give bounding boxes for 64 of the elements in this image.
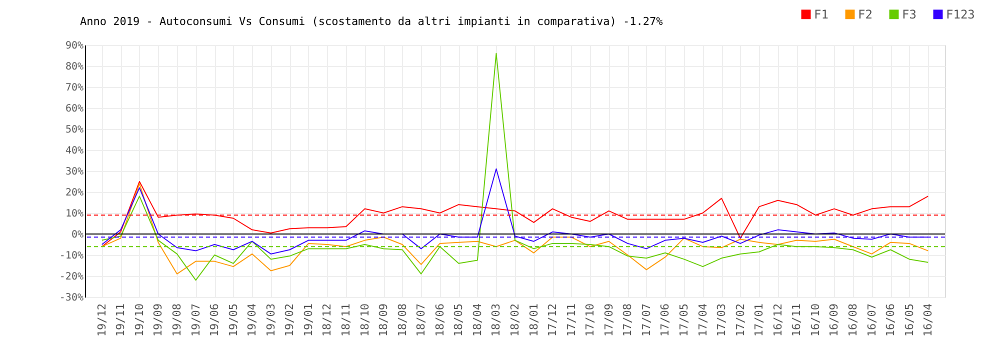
x-tick-label: 19/02 (283, 304, 296, 337)
x-tick-label: 19/06 (208, 304, 222, 337)
x-tick-label: 16/12 (771, 304, 784, 337)
x-tick-label: 19/12 (95, 304, 108, 337)
y-tick-label: 50% (65, 124, 84, 136)
x-tick-label: 18/02 (508, 304, 522, 337)
x-tick-label: 19/01 (302, 304, 315, 337)
x-tick-label: 19/07 (189, 304, 202, 337)
y-tick-label: 80% (65, 62, 84, 72)
x-tick-label: 17/04 (696, 303, 710, 337)
x-tick-label: 16/11 (790, 304, 804, 337)
x-tick-label: 17/09 (602, 304, 616, 337)
y-tick-label: -20% (59, 272, 84, 282)
x-tick-label: 19/08 (170, 304, 184, 337)
x-tick-label: 17/05 (677, 304, 690, 337)
x-tick-label: 17/10 (584, 304, 597, 337)
x-tick-label: 19/09 (152, 304, 165, 337)
y-tick-label: 60% (65, 104, 84, 114)
x-tick-label: 18/06 (433, 304, 446, 337)
x-tick-label: 16/04 (922, 303, 935, 337)
x-tick-label: 17/02 (734, 304, 747, 337)
x-tick-label: 18/11 (340, 304, 353, 337)
x-tick-label: 18/03 (490, 304, 503, 337)
x-tick-label: 19/05 (226, 304, 240, 337)
legend-label: F1 (814, 7, 828, 22)
legend-label: F123 (946, 7, 975, 22)
x-tick-label: 18/10 (358, 304, 372, 337)
x-tick-label: 19/10 (132, 304, 146, 337)
y-tick-label: 0% (71, 230, 84, 240)
x-tick-label: 17/03 (715, 304, 728, 337)
y-tick-label: 20% (65, 188, 84, 198)
x-tick-label: 16/10 (808, 304, 822, 337)
x-tick-label: 17/11 (564, 304, 578, 337)
x-tick-label: 18/12 (320, 304, 334, 337)
y-tick-label: 10% (65, 208, 84, 220)
y-tick-label: -10% (59, 250, 84, 262)
x-tick-label: 16/07 (865, 304, 878, 337)
legend-label: F2 (858, 7, 872, 22)
x-tick-label: 19/03 (264, 304, 278, 337)
line-series (101, 183, 929, 274)
x-tick-label: 18/01 (527, 304, 540, 337)
y-tick-label: 40% (65, 146, 84, 156)
x-tick-label: 18/08 (396, 304, 409, 337)
x-tick-label: 16/09 (828, 304, 841, 337)
x-tick-label: 17/12 (546, 304, 560, 337)
x-tick-label: 19/11 (114, 304, 128, 337)
x-tick-label: 19/04 (246, 303, 259, 337)
legend-label: F3 (902, 7, 916, 22)
y-tick-label: -30% (59, 292, 84, 304)
x-tick-label: 16/06 (884, 304, 898, 337)
x-tick-label: 18/07 (414, 304, 428, 337)
x-tick-label: 18/09 (377, 304, 390, 337)
chart-title: Anno 2019 - Autoconsumi Vs Consumi (scostamento da altri impianti in comparativa) -1.27% (80, 15, 664, 28)
x-tick-label: 17/08 (621, 304, 634, 337)
x-tick-label: 18/05 (452, 304, 466, 337)
x-tick-label: 17/07 (640, 304, 653, 337)
x-tick-label: 17/01 (752, 304, 766, 337)
x-tick-label: 18/04 (470, 303, 484, 337)
y-tick-label: 90% (65, 40, 84, 52)
y-tick-label: 30% (65, 166, 84, 178)
y-tick-label: 70% (65, 82, 84, 94)
x-tick-label: 16/05 (902, 304, 916, 337)
x-tick-label: 16/08 (846, 304, 860, 337)
x-tick-label: 17/06 (658, 304, 672, 337)
